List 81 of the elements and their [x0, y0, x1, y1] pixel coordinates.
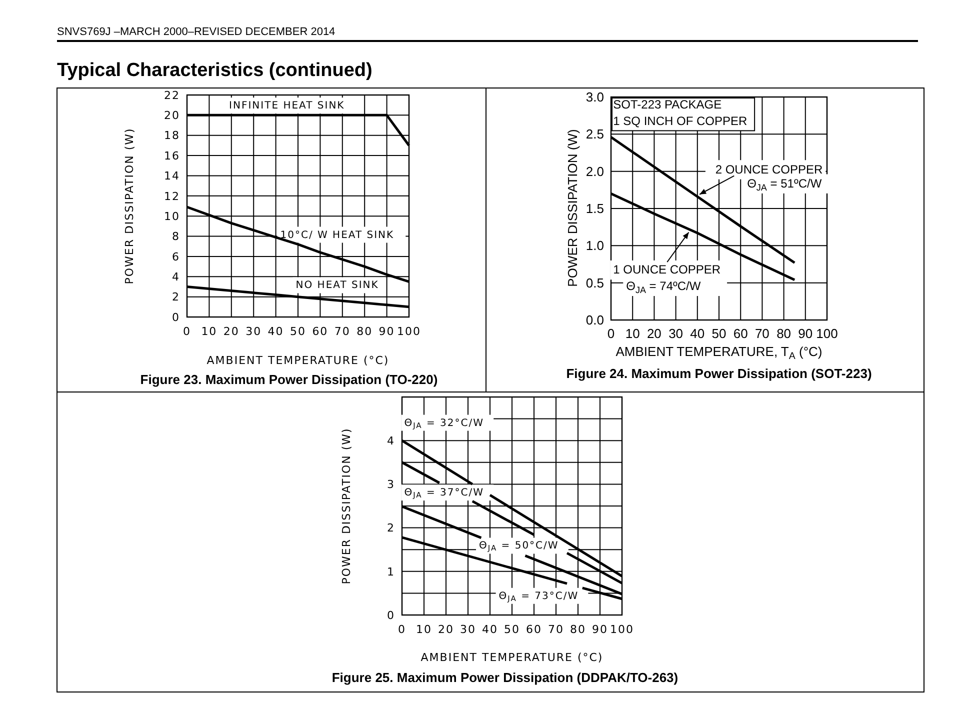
x-tick-label: 90 [798, 326, 813, 341]
y-tick-label: 18 [164, 129, 180, 142]
y-tick-label: 3 [387, 478, 395, 492]
x-tick-label: 100 [816, 326, 838, 341]
y-tick-label: 12 [164, 190, 180, 203]
x-tick-label: 70 [754, 326, 770, 341]
x-tick-label: 0 [607, 326, 615, 341]
y-tick-label: 4 [172, 270, 180, 284]
x-tick-label: 30 [668, 326, 684, 341]
x-tick-label: 0 [398, 623, 406, 636]
y-tick-label: 2 [387, 522, 395, 535]
y-tick-label: 22 [164, 88, 180, 102]
annotation: Θ$_{JA}$ = 74ºC/W [626, 279, 702, 295]
x-tick-label: 20 [223, 325, 240, 338]
y-tick-label: 0 [387, 608, 395, 622]
y-tick-label: 1 [387, 565, 395, 578]
x-tick-label: 40 [482, 623, 498, 636]
series-label: NO HEAT SINK [296, 280, 379, 292]
y-tick-label: 14 [164, 170, 180, 183]
x-tick-label: 70 [548, 623, 564, 636]
text: Figure 23. Maximum Power Dissipation (TO-220) [140, 372, 438, 387]
series-label: Θ$_{JA}$ = 37°C/W [404, 488, 484, 500]
x-tick-label: 90 [378, 325, 395, 338]
x-tick-label: 20 [438, 623, 454, 636]
y-tick-label: 2.0 [586, 164, 604, 179]
x-axis-title: AMBIENT TEMPERATURE (°C) [206, 354, 390, 367]
x-tick-label: 70 [334, 325, 350, 338]
text: SNVS769J –MARCH 2000–REVISED DECEMBER 2014 [57, 26, 336, 38]
series-label: 1 OUNCE COPPER [613, 262, 721, 277]
y-tick-label: 20 [164, 109, 180, 122]
annotation: SOT-223 PACKAGE [613, 98, 722, 112]
text: Typical Characteristics (continued) [57, 60, 372, 81]
y-tick-label: 6 [172, 250, 180, 264]
x-tick-label: 10 [201, 325, 218, 338]
series-label: 10°C/ W HEAT SINK [280, 230, 394, 241]
x-tick-label: 60 [526, 623, 542, 636]
y-axis-title: POWER DISSIPATION (W) [123, 128, 136, 284]
x-tick-label: 90 [592, 623, 608, 636]
y-tick-label: 1.0 [586, 238, 604, 254]
y-tick-label: 16 [164, 149, 180, 162]
series-label: Θ$_{JA}$ = 32°C/W [404, 418, 484, 430]
series-label: Θ$_{JA}$ = 73°C/W [498, 590, 579, 604]
x-tick-label: 50 [712, 326, 726, 341]
x-axis-title: AMBIENT TEMPERATURE (°C) [420, 651, 604, 664]
x-tick-label: 30 [460, 623, 476, 636]
x-tick-label: 40 [690, 326, 705, 341]
y-tick-label: 3.0 [586, 90, 604, 105]
x-tick-label: 100 [610, 623, 634, 636]
x-tick-label: 50 [504, 623, 520, 636]
x-tick-label: 40 [268, 325, 284, 338]
y-tick-label: 0.5 [586, 275, 604, 290]
series-label: INFINITE HEAT SINK [229, 100, 345, 112]
x-tick-label: 60 [312, 325, 328, 338]
x-axis-title: AMBIENT TEMPERATURE, T$_{A}$ (°C) [616, 344, 822, 362]
series-label: Θ$_{JA}$ = 50°C/W [479, 540, 559, 554]
x-tick-label: 80 [356, 325, 373, 338]
y-tick-label: 2 [172, 290, 180, 304]
text: Figure 24. Maximum Power Dissipation (SOT-223) [566, 366, 872, 381]
x-tick-label: 30 [246, 325, 262, 338]
y-axis-title: POWER DISSIPATION (W) [565, 129, 580, 287]
annotation: Θ$_{JA}$ = 51ºC/W [747, 176, 822, 192]
x-tick-label: 80 [570, 623, 586, 636]
x-tick-label: 10 [416, 623, 432, 636]
y-tick-label: 2.5 [586, 126, 604, 142]
text: Figure 25. Maximum Power Dissipation (DDPAK/TO-263) [332, 670, 678, 685]
y-tick-label: 10 [164, 210, 180, 223]
y-tick-label: 0.0 [586, 312, 604, 328]
annotation: 1 SQ INCH OF COPPER [613, 114, 748, 128]
x-tick-label: 20 [646, 326, 662, 341]
y-tick-label: 4 [387, 434, 395, 448]
text: 2 OUNCE COPPER [715, 162, 824, 176]
x-tick-label: 10 [625, 326, 640, 341]
x-tick-label: 50 [290, 325, 306, 338]
y-tick-label: 1.5 [586, 201, 604, 216]
y-axis-title: POWER DISSIPATION (W) [340, 428, 353, 584]
x-tick-label: 80 [776, 326, 792, 341]
x-tick-label: 0 [183, 325, 191, 338]
y-tick-label: 0 [172, 310, 180, 324]
x-tick-label: 100 [397, 325, 421, 338]
x-tick-label: 60 [733, 326, 748, 341]
y-tick-label: 8 [172, 230, 180, 244]
